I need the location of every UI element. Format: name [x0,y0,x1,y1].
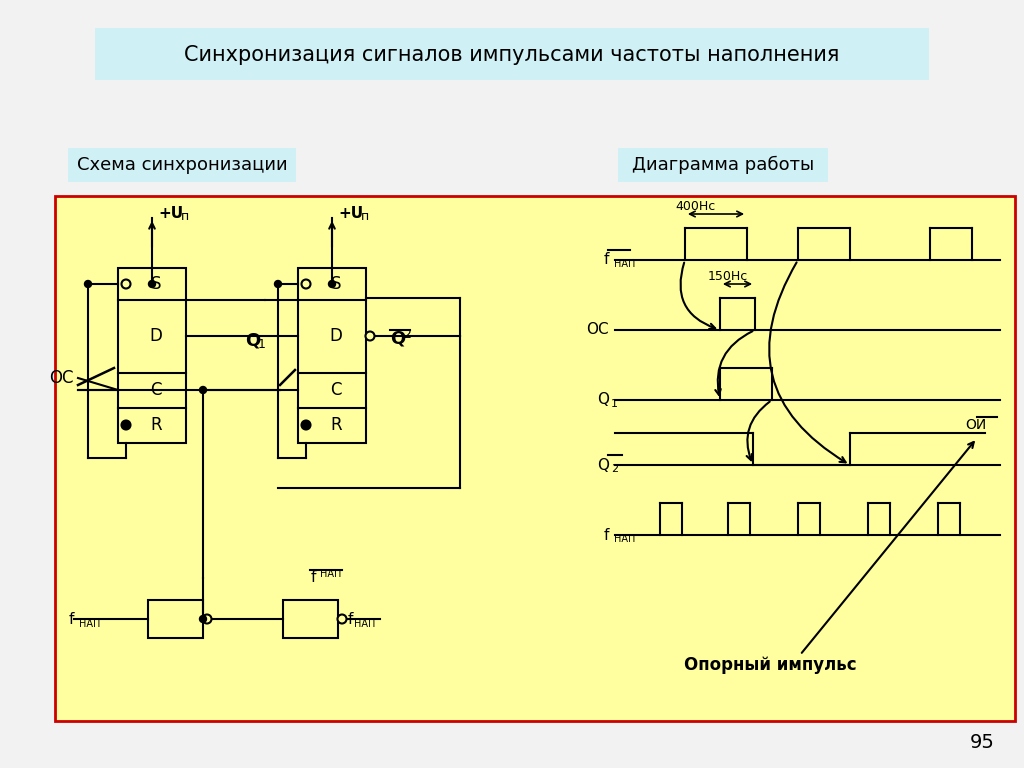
Bar [95,28,929,80]
Circle shape [338,614,346,624]
Circle shape [85,280,91,287]
Text: R: R [330,416,342,434]
Bar [55,196,1015,721]
Text: 1: 1 [258,337,266,350]
Text: S: S [151,275,161,293]
Circle shape [366,332,375,340]
Bar [148,600,203,638]
Text: f: f [603,253,609,267]
Circle shape [122,280,130,289]
Circle shape [148,280,156,287]
Circle shape [203,614,212,624]
Text: 1: 1 [611,399,618,409]
Bar [283,600,338,638]
Text: D: D [330,327,342,345]
Text: S: S [331,275,341,293]
Text: D: D [150,327,163,345]
Text: C: C [331,381,342,399]
Text: 2: 2 [611,464,618,474]
Circle shape [274,280,282,287]
Text: Опорный импульс: Опорный импульс [684,656,856,674]
Text: НАП: НАП [354,619,376,629]
Text: Q: Q [245,331,260,349]
Text: R: R [151,416,162,434]
Text: 95: 95 [970,733,995,752]
Text: п: п [361,210,370,223]
Text: f: f [603,528,609,542]
Text: 150Нс: 150Нс [708,270,749,283]
Bar [68,148,296,182]
Text: f: f [348,613,353,627]
Circle shape [302,422,309,429]
Text: НАП: НАП [614,534,635,544]
Text: ОС: ОС [49,369,74,387]
Bar [118,268,186,443]
Text: Синхронизация сигналов импульсами частоты наполнения: Синхронизация сигналов импульсами частот… [184,45,840,65]
Text: f: f [69,613,74,627]
Circle shape [329,280,336,287]
Circle shape [200,615,207,623]
Text: ОС: ОС [587,323,609,337]
Circle shape [301,280,310,289]
Text: Схема синхронизации: Схема синхронизации [77,156,288,174]
Circle shape [200,386,207,393]
Text: НАП: НАП [614,259,635,269]
Circle shape [123,422,129,429]
Text: C: C [151,381,162,399]
Text: Q: Q [390,329,406,347]
Text: НАП: НАП [79,619,100,629]
Circle shape [301,421,310,429]
Text: Диаграмма работы: Диаграмма работы [632,156,814,174]
Text: 400Нс: 400Нс [676,200,716,213]
Text: ОИ: ОИ [966,418,987,432]
Text: +U: +U [158,206,183,220]
Text: 2: 2 [403,327,411,340]
Bar [618,148,828,182]
Text: НАП: НАП [319,569,341,579]
Text: п: п [181,210,189,223]
Bar [298,268,366,443]
Text: +U: +U [338,206,364,220]
Text: f: f [310,571,315,585]
Circle shape [122,421,130,429]
Text: Q: Q [597,392,609,408]
Text: Q: Q [597,458,609,472]
